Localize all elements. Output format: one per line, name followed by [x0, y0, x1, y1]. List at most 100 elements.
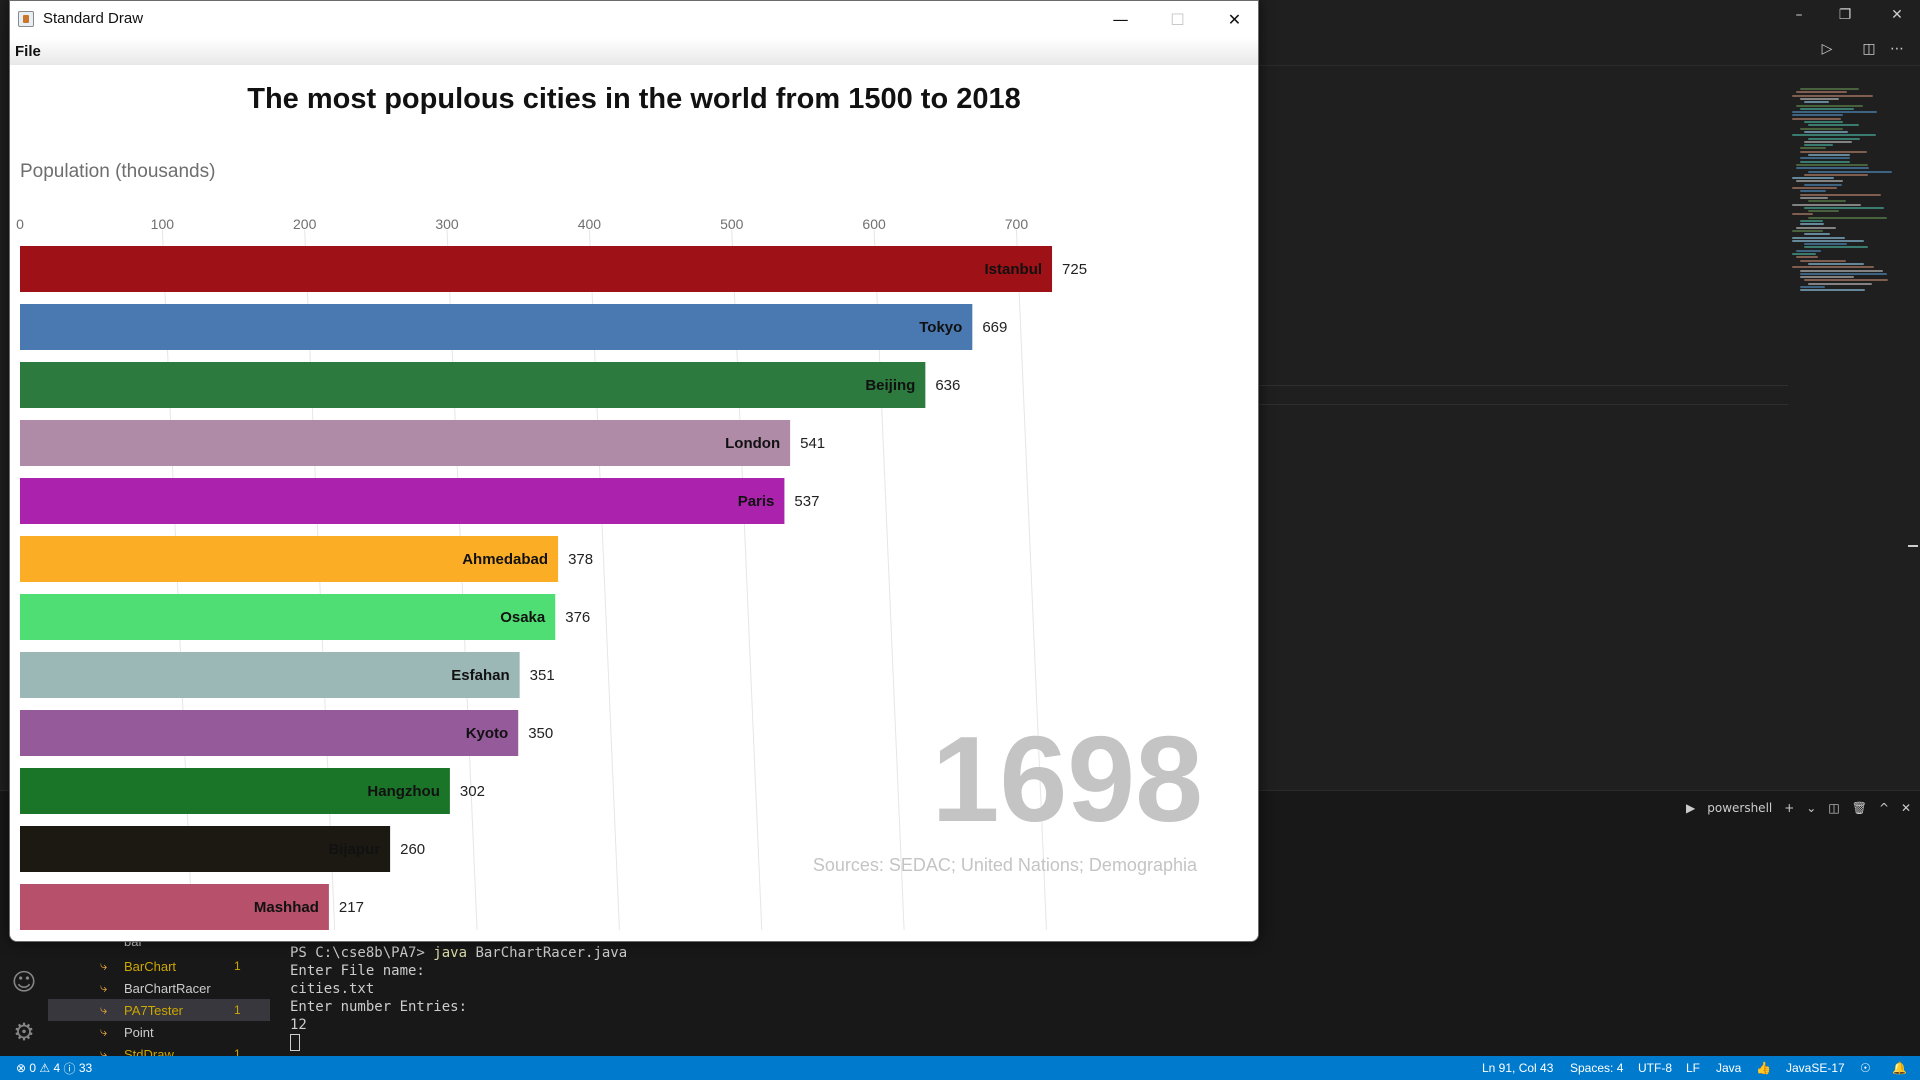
java-runtime-status[interactable]: JavaSE-17: [1786, 1056, 1845, 1080]
minimap-line: [1800, 151, 1867, 153]
minimap-line: [1800, 273, 1887, 275]
new-terminal-icon[interactable]: +: [1784, 801, 1794, 815]
year-watermark: 1698: [932, 711, 1203, 847]
minimap-line: [1800, 161, 1850, 163]
terminal-cursor: [290, 1034, 300, 1051]
source-note: Sources: SEDAC; United Nations; Demograp…: [813, 855, 1198, 875]
minimap-line: [1800, 98, 1839, 100]
bar-value-label: 378: [568, 551, 593, 568]
window-titlebar[interactable]: Standard Draw — ☐ ✕: [10, 1, 1258, 38]
bar-value-label: 376: [565, 609, 590, 626]
minimap-line: [1808, 154, 1850, 156]
thumbs-up-icon[interactable]: 👍: [1756, 1056, 1771, 1080]
close-panel-icon[interactable]: ✕: [1901, 801, 1911, 815]
activity-bar: ☺ ⚙: [0, 930, 48, 1056]
minimap[interactable]: [1792, 88, 1904, 298]
info-icon: ⓘ: [60, 1060, 79, 1077]
minimap-line: [1800, 157, 1850, 159]
minimap-line: [1792, 95, 1873, 97]
explorer-item-label: Point: [124, 1025, 154, 1040]
bar-value-label: 217: [339, 899, 364, 916]
minimap-line: [1808, 283, 1872, 285]
terminal-shell-label[interactable]: powershell: [1707, 801, 1772, 815]
account-icon[interactable]: ☺: [10, 968, 38, 996]
explorer-sidebar: bar ⤷ BarChart 1 ⤷ BarChartRacer ⤷ PA7Te…: [48, 930, 270, 1056]
split-editor-icon[interactable]: ◫: [1858, 38, 1880, 60]
minimap-line: [1796, 256, 1818, 258]
minimap-line: [1792, 118, 1841, 120]
eol-status[interactable]: LF: [1686, 1056, 1700, 1080]
minimap-line: [1804, 144, 1833, 146]
minimap-line: [1796, 227, 1836, 229]
close-button[interactable]: ✕: [1206, 1, 1259, 38]
bar: [20, 304, 972, 350]
bar-city-label: Hangzhou: [367, 783, 440, 800]
minimize-button[interactable]: —: [1092, 1, 1149, 38]
language-status[interactable]: Java: [1716, 1056, 1741, 1080]
terminal-output[interactable]: PS C:\cse8b\PA7> java BarChartRacer.java…: [290, 944, 627, 1053]
minimap-line: [1796, 180, 1843, 182]
tick-label: 500: [720, 216, 744, 232]
bar: [20, 594, 555, 640]
explorer-item[interactable]: ⤷ BarChartRacer: [48, 977, 270, 999]
indentation-status[interactable]: Spaces: 4: [1570, 1056, 1623, 1080]
tick-label: 0: [16, 216, 24, 232]
chevron-down-icon[interactable]: ⌄: [1806, 801, 1816, 815]
java-app-icon: [18, 11, 34, 27]
bar-value-label: 260: [400, 841, 425, 858]
run-icon[interactable]: ▷: [1816, 38, 1838, 60]
bar-value-label: 669: [982, 319, 1007, 336]
cursor-position[interactable]: Ln 91, Col 43: [1482, 1056, 1553, 1080]
gear-icon[interactable]: ⚙: [10, 1018, 38, 1046]
minimap-line: [1800, 286, 1825, 288]
bar-city-label: London: [725, 435, 780, 452]
minimap-line: [1796, 250, 1821, 252]
vscode-close-button[interactable]: ✕: [1874, 0, 1920, 30]
minimap-line: [1808, 171, 1892, 173]
bar-value-label: 725: [1062, 261, 1087, 278]
minimap-line: [1804, 233, 1830, 235]
java-class-icon: ⤷: [100, 959, 107, 974]
more-actions-icon[interactable]: ⋯: [1886, 38, 1908, 60]
chart-title: The most populous cities in the world fr…: [247, 83, 1020, 115]
explorer-item[interactable]: ⤷ Point: [48, 1021, 270, 1043]
maximize-panel-icon[interactable]: ^: [1879, 801, 1889, 815]
explorer-item-label: BarChartRacer: [124, 981, 211, 996]
minimap-line: [1792, 237, 1845, 239]
bar: [20, 246, 1052, 292]
java-class-icon: ⤷: [100, 981, 107, 996]
tick-label: 600: [862, 216, 886, 232]
bar: [20, 420, 790, 466]
explorer-item[interactable]: ⤷ BarChart 1: [48, 955, 270, 977]
terminal-prompt: PS C:\cse8b\PA7>: [290, 945, 433, 961]
vscode-restore-button[interactable]: ❐: [1822, 0, 1868, 30]
explorer-item-selected[interactable]: ⤷ PA7Tester 1: [48, 999, 270, 1021]
file-menu[interactable]: File: [15, 43, 41, 60]
tick-label: 400: [578, 216, 602, 232]
java-class-icon: ⤷: [100, 1025, 107, 1040]
bar: [20, 652, 520, 698]
minimap-line: [1800, 289, 1865, 291]
trash-icon[interactable]: 🗑: [1852, 801, 1867, 815]
tick-label: 100: [151, 216, 175, 232]
bar: [20, 710, 518, 756]
scrollbar-marker[interactable]: [1908, 545, 1918, 547]
bar-city-label: Paris: [738, 493, 775, 510]
explorer-item-label: BarChart: [124, 959, 176, 974]
feedback-icon[interactable]: ☉: [1860, 1056, 1871, 1080]
notifications-icon[interactable]: 🔔: [1892, 1056, 1907, 1080]
terminal-line: Enter number Entries:: [290, 999, 467, 1015]
split-terminal-icon[interactable]: ◫: [1828, 801, 1839, 815]
bar: [20, 478, 784, 524]
minimap-line: [1792, 213, 1813, 215]
maximize-button[interactable]: ☐: [1149, 1, 1206, 38]
minimap-line: [1804, 101, 1829, 103]
encoding-status[interactable]: UTF-8: [1638, 1056, 1672, 1080]
minimap-line: [1804, 141, 1852, 143]
menu-bar: File: [10, 38, 1258, 66]
minimap-line: [1792, 187, 1837, 189]
vscode-minimize-button[interactable]: –: [1776, 0, 1822, 30]
bar-value-label: 537: [794, 493, 819, 510]
problems-status[interactable]: ⊗ 0 ⚠ 4 ⓘ 33: [16, 1056, 92, 1080]
minimap-line: [1800, 276, 1854, 278]
